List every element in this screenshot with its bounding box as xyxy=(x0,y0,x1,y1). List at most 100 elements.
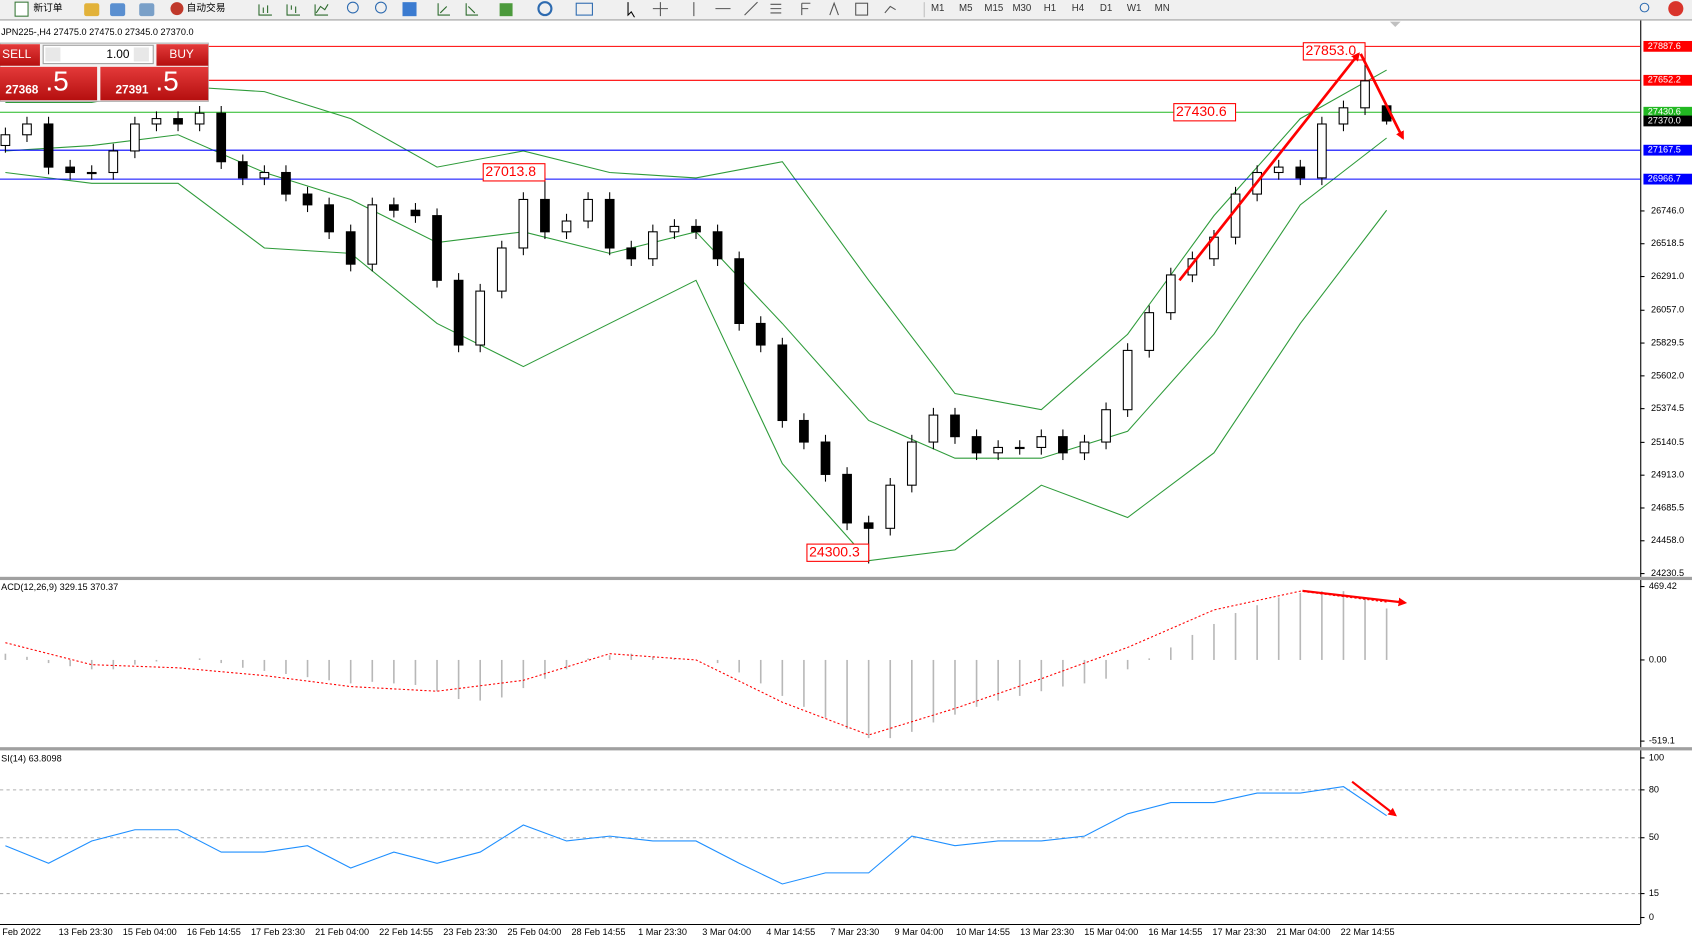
candle-body xyxy=(691,225,701,233)
icon[interactable] xyxy=(652,2,668,17)
notification-icon[interactable] xyxy=(1668,1,1684,17)
icon[interactable] xyxy=(693,1,758,17)
x-tick-label: 15 Feb 04:00 xyxy=(123,927,177,937)
search-icon[interactable] xyxy=(1639,2,1650,13)
sell-price-button[interactable]: 27368 .5 xyxy=(0,65,98,101)
candle-body xyxy=(950,414,960,438)
y-tick-label: 24458.0 xyxy=(1651,535,1684,545)
price-level-tag xyxy=(1643,173,1692,185)
timeframe-button[interactable]: M15 xyxy=(984,3,1003,14)
plot-area: Feb 2022 13 Feb 23:30 15 Feb 04:00 16 Feb 1… xyxy=(0,27,1692,937)
candle-body xyxy=(1014,446,1025,450)
timeframe-button[interactable]: MN xyxy=(1155,3,1170,14)
trend-arrow xyxy=(1351,780,1397,817)
icon[interactable] xyxy=(110,3,126,17)
annotation-box xyxy=(1173,103,1237,122)
button-label: 自动交易 xyxy=(187,1,226,14)
volume-up[interactable] xyxy=(133,47,149,62)
icon[interactable] xyxy=(575,2,593,16)
candle-body xyxy=(194,112,205,125)
candle-body xyxy=(302,193,313,206)
icon[interactable] xyxy=(770,3,782,14)
icon[interactable] xyxy=(286,4,300,16)
icon[interactable] xyxy=(84,3,100,17)
x-tick-label: 13 Feb 23:30 xyxy=(59,927,113,937)
x-tick-label: 4 Mar 14:55 xyxy=(766,927,815,937)
timeframe-button[interactable]: M1 xyxy=(931,3,944,14)
candle-body xyxy=(1295,166,1306,179)
price-level-label: 26966.7 xyxy=(1648,174,1681,184)
candle-body xyxy=(151,118,162,125)
y-tick-label: 24913.0 xyxy=(1651,470,1684,480)
candle-body xyxy=(518,198,529,249)
bollinger-middle xyxy=(5,134,1387,459)
candle-body xyxy=(367,204,378,265)
y-tick-label: -519.1 xyxy=(1649,736,1675,746)
x-tick-label: 25 Feb 04:00 xyxy=(507,927,561,937)
timeframe-button[interactable]: M30 xyxy=(1012,3,1031,14)
icon[interactable] xyxy=(139,3,155,17)
icon[interactable] xyxy=(537,1,553,17)
icon[interactable] xyxy=(627,2,635,18)
auto-trading-button[interactable]: 自动交易 xyxy=(170,1,226,16)
indicator-label: SI(14) 63.8098 xyxy=(1,753,62,763)
rsi-line xyxy=(5,786,1387,885)
toolbar-icons xyxy=(258,1,1684,18)
buy-price-button[interactable]: 27391 .5 xyxy=(100,65,209,101)
new-order-button[interactable]: 新订单 xyxy=(14,1,63,17)
candle-body xyxy=(863,522,874,529)
y-tick-label: 25602.0 xyxy=(1651,370,1684,380)
timeframe-button[interactable]: H1 xyxy=(1044,3,1056,14)
icon[interactable] xyxy=(402,2,417,17)
candle-body xyxy=(928,414,939,443)
icon[interactable] xyxy=(374,1,387,14)
price-big: .5 xyxy=(45,65,68,96)
icon[interactable] xyxy=(829,1,839,16)
timeframe-button[interactable]: D1 xyxy=(1100,3,1112,14)
x-tick-label: 13 Mar 23:30 xyxy=(1020,927,1074,937)
toolbar-bg xyxy=(0,0,1692,20)
y-tick-label: 50 xyxy=(1649,832,1659,842)
x-tick-label: 16 Feb 14:55 xyxy=(187,927,241,937)
x-tick-label: 16 Mar 14:55 xyxy=(1148,927,1202,937)
y-tick-label: 26746.0 xyxy=(1651,205,1684,215)
y-tick-label: 24685.5 xyxy=(1651,502,1684,512)
icon[interactable] xyxy=(499,3,513,17)
y-tick-label: 80 xyxy=(1649,784,1659,794)
candle-body xyxy=(777,344,788,422)
icon[interactable] xyxy=(346,1,359,14)
price-level-label: 27167.5 xyxy=(1648,145,1681,155)
candle-body xyxy=(906,441,917,486)
candle-body xyxy=(583,198,593,222)
x-tick-label: 10 Mar 14:55 xyxy=(956,927,1010,937)
icon[interactable] xyxy=(801,2,811,16)
timeframe-button[interactable]: M5 xyxy=(959,3,972,14)
timeframe-button[interactable]: H4 xyxy=(1072,3,1085,14)
candle-body xyxy=(1338,107,1349,125)
timeframe-button[interactable]: W1 xyxy=(1127,3,1142,14)
candle-body xyxy=(108,150,119,174)
volume-down[interactable] xyxy=(45,47,61,62)
icon[interactable] xyxy=(855,2,869,16)
icon[interactable] xyxy=(314,4,329,16)
icon[interactable] xyxy=(258,4,272,16)
candle-body xyxy=(626,247,637,260)
x-tick-label: 21 Feb 04:00 xyxy=(315,927,369,937)
icon[interactable] xyxy=(465,3,479,16)
icon[interactable] xyxy=(437,3,450,16)
buy-button[interactable]: BUY xyxy=(156,44,209,66)
sell-button[interactable]: SELL xyxy=(0,44,40,66)
price-level-tag xyxy=(1643,144,1692,156)
icon[interactable] xyxy=(884,5,896,14)
price-small: 27368 xyxy=(5,83,38,97)
bollinger-upper xyxy=(5,69,1387,411)
annotation-label: 27430.6 xyxy=(1176,103,1227,119)
annotation-label: 27853.0 xyxy=(1305,42,1356,58)
x-tick-label: 17 Mar 23:30 xyxy=(1212,927,1266,937)
volume-field[interactable] xyxy=(42,44,154,65)
annotation-label: 27013.8 xyxy=(485,163,536,179)
x-tick-label: 1 Mar 23:30 xyxy=(638,927,687,937)
macd-signal xyxy=(5,590,1387,736)
indicator-label: ACD(12,26,9) 329.15 370.37 xyxy=(1,582,118,592)
